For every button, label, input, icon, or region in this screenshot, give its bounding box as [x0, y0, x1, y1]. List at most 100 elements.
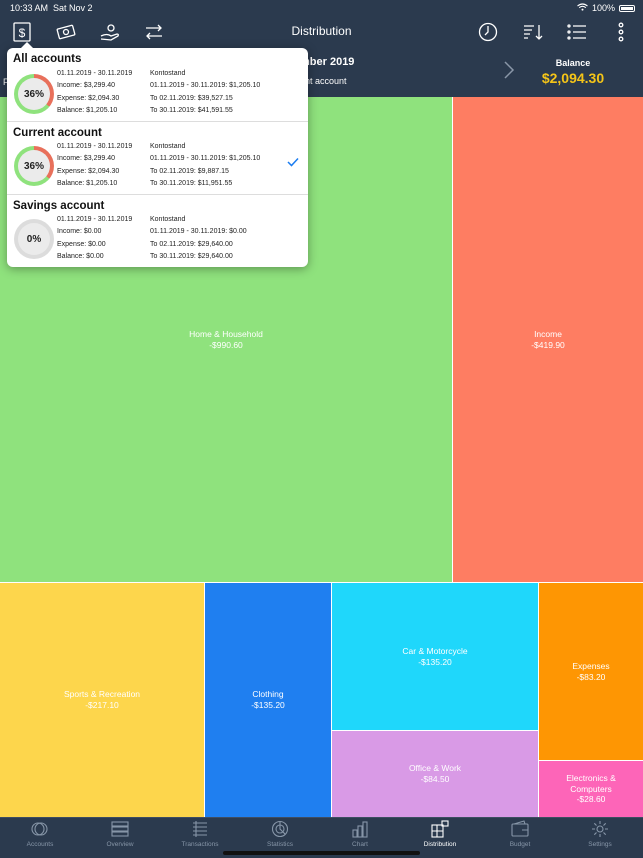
- tile-amount: -$28.60: [576, 794, 606, 805]
- tile-amount: -$83.20: [576, 671, 606, 682]
- progress-percent: 36%: [18, 150, 50, 182]
- account-name: Current account: [13, 127, 102, 139]
- tile-label: Income: [534, 328, 562, 339]
- kontostand-label: Kontostand: [150, 70, 186, 77]
- tab-label: Settings: [588, 841, 612, 848]
- period-left-fragment: F: [3, 77, 9, 87]
- kontostand-to-2: To 30.11.2019: $29,640.00: [150, 253, 233, 261]
- tile-electronics-computers[interactable]: Electronics & Computers -$28.60: [539, 761, 643, 817]
- status-time: 10:33 AM Sat Nov 2: [10, 3, 93, 13]
- account-summary: 01.11.2019 - 30.11.2019 Income: $3,299.4…: [57, 68, 132, 118]
- coins-icon: [31, 822, 48, 836]
- list-icon[interactable]: [565, 20, 589, 44]
- tab-label: Budget: [509, 841, 531, 848]
- sort-icon[interactable]: [521, 20, 545, 44]
- balance-value: $2,094.30: [541, 70, 605, 86]
- more-icon[interactable]: [609, 20, 633, 44]
- tile-amount: -$135.20: [251, 700, 285, 710]
- chart-icon: [352, 821, 368, 838]
- kontostand-to-2: To 30.11.2019: $41,591.55: [150, 107, 233, 115]
- checkmark-icon: [287, 154, 299, 167]
- tile-clothing[interactable]: Clothing -$135.20: [205, 583, 331, 817]
- page-title: Distribution: [291, 24, 352, 38]
- dollar-icon[interactable]: $: [10, 20, 34, 44]
- account-row-current[interactable]: Current account 36% 01.11.2019 - 30.11.2…: [7, 122, 308, 195]
- tab-distribution[interactable]: Distribution: [400, 820, 480, 858]
- tile-amount: -$990.60: [209, 339, 243, 350]
- tile-office-work[interactable]: Office & Work -$84.50: [332, 731, 538, 817]
- progress-ring: 36%: [14, 74, 54, 114]
- transfer-arrows-icon[interactable]: [142, 20, 166, 44]
- summary-range: 01.11.2019 - 30.11.2019: [57, 143, 133, 150]
- tab-label: Transactions: [181, 841, 219, 848]
- wallet-icon: [511, 820, 529, 837]
- clock-icon[interactable]: [476, 20, 500, 44]
- kontostand-to-2: To 30.11.2019: $11,951.55: [150, 180, 233, 188]
- account-summary: 01.11.2019 - 30.11.2019 Income: $0.00 Ex…: [57, 214, 132, 264]
- tab-accounts[interactable]: Accounts: [0, 820, 80, 858]
- status-time-text: 10:33 AM: [10, 3, 49, 13]
- nav-bar: $ Distribution: [0, 16, 643, 48]
- summary-income: Income: $3,299.40: [57, 82, 115, 90]
- statistics-icon: [271, 820, 289, 838]
- transactions-icon: [193, 821, 207, 837]
- tile-label: Clothing: [252, 689, 284, 700]
- tile-label: Car & Motorcycle: [402, 645, 468, 656]
- tile-label: Sports & Recreation: [63, 689, 141, 700]
- kontostand-to-1: To 02.11.2019: $9,887.15: [150, 167, 229, 175]
- tile-income[interactable]: Income -$419.90: [453, 97, 643, 582]
- status-date: Sat Nov 2: [53, 3, 93, 13]
- kontostand-label: Kontostand: [150, 216, 186, 223]
- summary-income: Income: $0.00: [57, 228, 102, 236]
- account-picker-popover: All accounts 36% 01.11.2019 - 30.11.2019…: [7, 42, 308, 267]
- tile-label: Office & Work: [408, 763, 462, 774]
- tile-amount: -$217.10: [85, 700, 119, 710]
- distribution-icon: [431, 820, 449, 838]
- tab-overview[interactable]: Overview: [80, 820, 160, 858]
- tab-statistics[interactable]: Statistics: [240, 820, 320, 858]
- tab-label: Accounts: [26, 841, 54, 848]
- balance-label: Balance: [555, 58, 591, 68]
- tile-amount: -$84.50: [420, 774, 450, 784]
- kontostand-label: Kontostand: [150, 143, 186, 150]
- account-kontostand: Kontostand 01.11.2019 - 30.11.2019: $1,2…: [150, 141, 260, 191]
- tile-car-motorcycle[interactable]: Car & Motorcycle -$135.20: [332, 583, 538, 730]
- selected-account-label: ent account: [300, 76, 347, 86]
- progress-percent: 0%: [18, 223, 50, 255]
- tab-chart[interactable]: Chart: [320, 820, 400, 858]
- battery-icon: [619, 4, 635, 12]
- status-right: 100%: [577, 3, 635, 13]
- tab-label: Chart: [352, 841, 368, 848]
- account-row-all[interactable]: All accounts 36% 01.11.2019 - 30.11.2019…: [7, 48, 308, 122]
- progress-percent: 36%: [18, 78, 50, 110]
- summary-expense: Expense: $2,094.30: [57, 167, 120, 175]
- tab-label: Statistics: [266, 841, 293, 848]
- kontostand-range: 01.11.2019 - 30.11.2019: $0.00: [150, 228, 247, 236]
- tile-label: Expenses: [572, 660, 610, 671]
- popover-arrow: [21, 42, 33, 48]
- account-row-savings[interactable]: Savings account 0% 01.11.2019 - 30.11.20…: [7, 195, 308, 267]
- chevron-right-icon[interactable]: [502, 60, 516, 80]
- progress-ring: 0%: [14, 219, 54, 259]
- kontostand-range: 01.11.2019 - 30.11.2019: $1,205.10: [150, 82, 261, 90]
- cash-icon[interactable]: [54, 20, 78, 44]
- summary-balance: Balance: $0.00: [57, 253, 104, 261]
- summary-expense: Expense: $0.00: [57, 240, 106, 248]
- period-label: mber 2019: [300, 56, 355, 68]
- summary-range: 01.11.2019 - 30.11.2019: [57, 216, 133, 223]
- hand-money-icon[interactable]: [98, 20, 122, 44]
- tile-label: Electronics & Computers: [566, 773, 616, 794]
- account-summary: 01.11.2019 - 30.11.2019 Income: $3,299.4…: [57, 141, 132, 191]
- home-indicator: [223, 851, 420, 855]
- tab-settings[interactable]: Settings: [560, 820, 640, 858]
- tile-sports-recreation[interactable]: Sports & Recreation -$217.10: [0, 583, 204, 817]
- tab-transactions[interactable]: Transactions: [160, 820, 240, 858]
- tile-label: Home & Household: [189, 328, 263, 339]
- summary-income: Income: $3,299.40: [57, 155, 115, 163]
- summary-range: 01.11.2019 - 30.11.2019: [57, 70, 133, 77]
- svg-text:$: $: [19, 26, 26, 40]
- tile-expenses[interactable]: Expenses -$83.20: [539, 583, 643, 760]
- tab-budget[interactable]: Budget: [480, 820, 560, 858]
- summary-balance: Balance: $1,205.10: [57, 180, 118, 188]
